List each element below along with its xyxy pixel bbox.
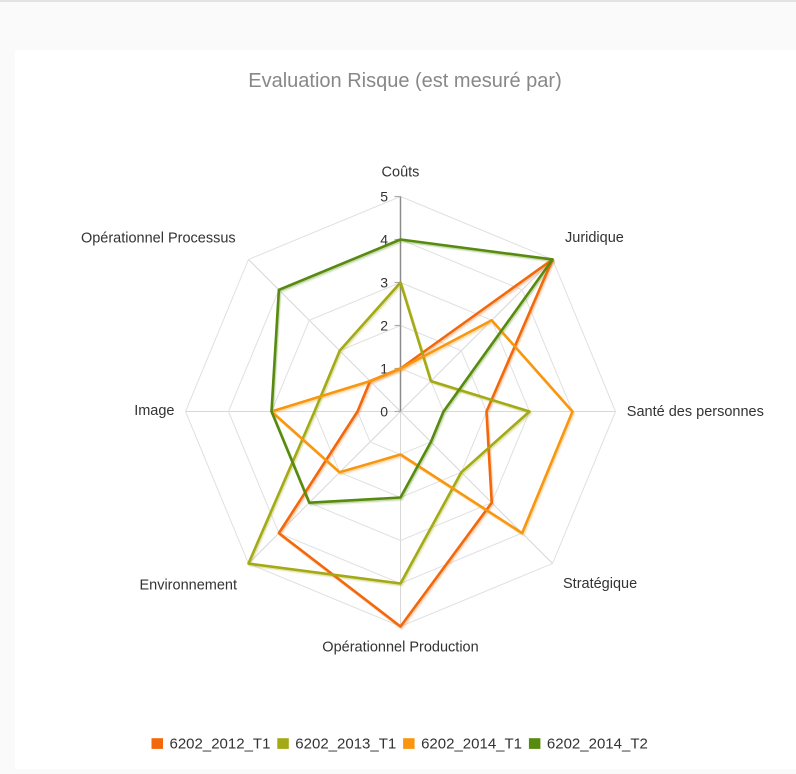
svg-text:6202_2014_T2: 6202_2014_T2: [547, 736, 648, 753]
svg-text:6202_2014_T1: 6202_2014_T1: [421, 736, 522, 753]
svg-text:0: 0: [380, 404, 388, 420]
svg-text:3: 3: [380, 275, 388, 291]
svg-text:4: 4: [380, 232, 388, 248]
svg-text:6202_2012_T1: 6202_2012_T1: [170, 736, 271, 753]
svg-text:2: 2: [380, 318, 388, 334]
svg-text:Juridique: Juridique: [565, 230, 624, 246]
svg-text:Evaluation Risque (est mesuré: Evaluation Risque (est mesuré par): [248, 70, 561, 92]
svg-text:Environnement: Environnement: [139, 578, 237, 594]
svg-text:Opérationnel Production: Opérationnel Production: [322, 640, 478, 656]
svg-text:5: 5: [380, 189, 388, 205]
svg-text:Santé des personnes: Santé des personnes: [627, 404, 764, 420]
svg-text:Opérationnel Processus: Opérationnel Processus: [81, 231, 236, 247]
svg-text:1: 1: [380, 361, 388, 377]
svg-text:Image: Image: [134, 403, 174, 419]
svg-text:6202_2013_T1: 6202_2013_T1: [295, 736, 396, 753]
svg-text:Coûts: Coûts: [382, 165, 420, 181]
svg-text:Stratégique: Stratégique: [563, 576, 637, 592]
